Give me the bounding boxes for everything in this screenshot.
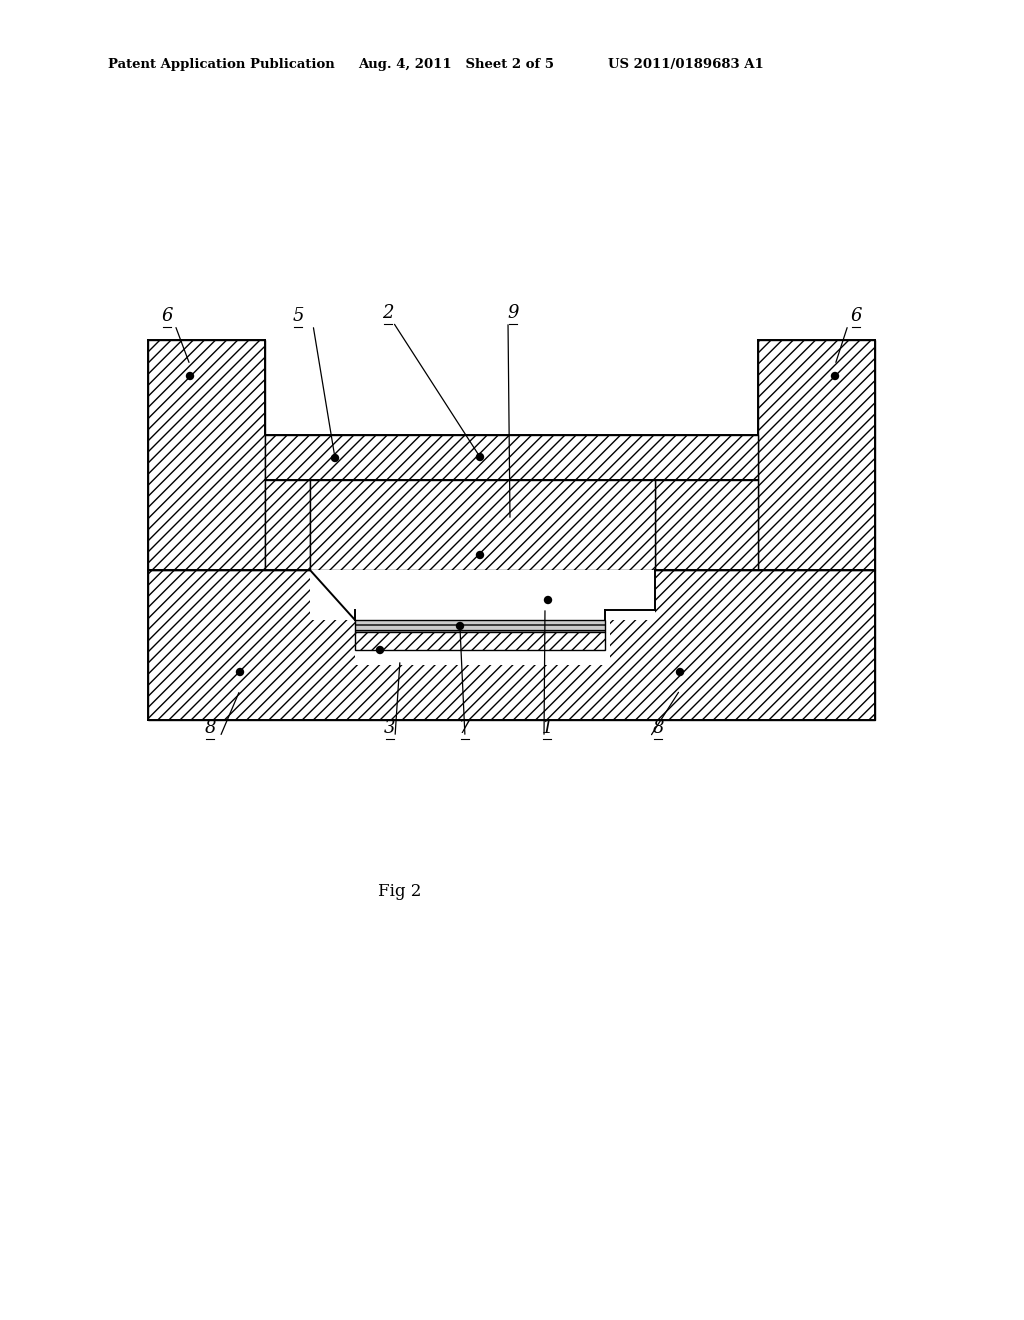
Polygon shape [655, 480, 758, 570]
Text: 5: 5 [292, 308, 304, 325]
Text: 7: 7 [459, 719, 471, 737]
Bar [355, 632, 605, 649]
Text: 1: 1 [542, 719, 553, 737]
Circle shape [831, 372, 839, 380]
Circle shape [186, 372, 194, 380]
Text: Patent Application Publication: Patent Application Publication [108, 58, 335, 71]
Text: US 2011/0189683 A1: US 2011/0189683 A1 [608, 58, 764, 71]
Polygon shape [265, 480, 310, 570]
Circle shape [377, 647, 384, 653]
Text: 6: 6 [161, 308, 173, 325]
Bar [148, 570, 874, 719]
Polygon shape [310, 480, 655, 570]
Text: 9: 9 [507, 304, 519, 322]
Bar [355, 620, 605, 632]
Polygon shape [310, 570, 655, 620]
Circle shape [677, 668, 683, 676]
Circle shape [476, 552, 483, 558]
Text: Fig 2: Fig 2 [378, 883, 422, 900]
Text: 3: 3 [384, 719, 395, 737]
Text: 6: 6 [850, 308, 862, 325]
Circle shape [332, 454, 339, 462]
Text: 8: 8 [204, 719, 216, 737]
Bar [265, 436, 758, 480]
Circle shape [457, 623, 464, 630]
Circle shape [545, 597, 552, 603]
Circle shape [237, 668, 244, 676]
Bar [148, 341, 265, 570]
Polygon shape [310, 570, 655, 620]
Text: Aug. 4, 2011   Sheet 2 of 5: Aug. 4, 2011 Sheet 2 of 5 [358, 58, 554, 71]
Text: 2: 2 [382, 304, 394, 322]
Polygon shape [310, 570, 655, 620]
Circle shape [476, 454, 483, 461]
Polygon shape [310, 570, 655, 665]
Text: 8: 8 [652, 719, 664, 737]
Bar [758, 341, 874, 570]
